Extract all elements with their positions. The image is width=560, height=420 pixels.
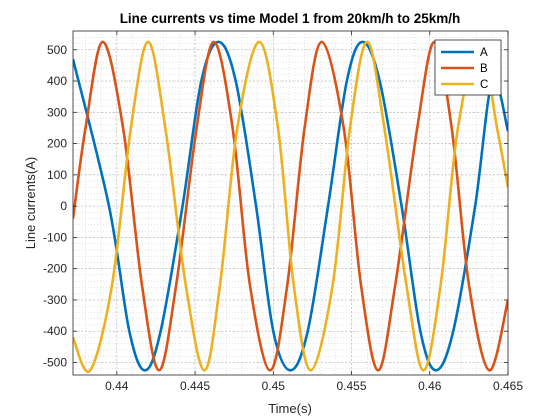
y-tick-label: 500: [47, 43, 67, 57]
x-tick-label: 0.455: [337, 379, 367, 393]
x-tick-label: 0.445: [180, 379, 210, 393]
y-tick-label: 100: [47, 168, 67, 182]
y-tick-label: 400: [47, 74, 67, 88]
y-tick-label: 0: [60, 199, 67, 213]
legend: A B C: [434, 39, 502, 96]
y-axis-label: Line currents(A): [23, 157, 38, 249]
y-axis: -500 -400 -300 -200 -100 0 100 200 300 400 500: [43, 43, 508, 369]
plot-border: [72, 30, 509, 376]
y-tick-label: -400: [43, 324, 67, 338]
x-tick-label: 0.44: [105, 379, 129, 393]
series-line-c: [73, 40, 508, 373]
legend-label-c: C: [480, 79, 488, 91]
y-tick-label: -200: [43, 262, 67, 276]
series-layer: [73, 40, 508, 373]
legend-label-b: B: [480, 63, 488, 75]
chart-title: Line currents vs time Model 1 from 20km/…: [120, 11, 461, 26]
x-axis: 0.44 0.445 0.45 0.455 0.46 0.465: [105, 31, 523, 393]
series-line-a: [73, 40, 508, 372]
y-tick-label: -500: [43, 355, 67, 369]
x-tick-label: 0.465: [493, 379, 523, 393]
x-axis-label: Time(s): [268, 401, 312, 416]
y-tick-label: 200: [47, 137, 67, 151]
y-tick-label: -100: [43, 230, 67, 244]
x-tick-label: 0.45: [262, 379, 286, 393]
legend-label-a: A: [480, 47, 488, 59]
y-tick-label: 300: [47, 105, 67, 119]
series-line-b: [73, 40, 508, 372]
y-tick-label: -300: [43, 293, 67, 307]
x-tick-label: 0.46: [418, 379, 442, 393]
